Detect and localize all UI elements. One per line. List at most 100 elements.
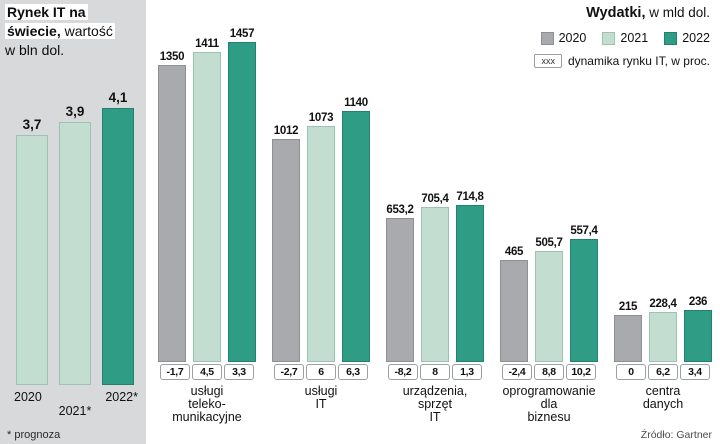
left-title-line2-bold: świecie, — [7, 23, 61, 39]
chart-legend: 2020 2021 2022 — [540, 31, 710, 45]
bar-value-label: 465 — [504, 245, 524, 258]
source-credit: Źródło: Gartner — [640, 429, 712, 441]
dynamics-value-box: 3,4 — [680, 364, 710, 380]
dynamics-value-box: -1,7 — [160, 364, 190, 380]
dynamics-value-box: -2,4 — [502, 364, 532, 380]
bar-value-label: 228,4 — [649, 297, 677, 310]
dynamics-row: -2,7 6 6,3 — [274, 364, 368, 380]
bar — [649, 311, 677, 362]
bar — [500, 259, 528, 362]
category-label: usługi IT — [304, 384, 338, 411]
legend-item: 2022 — [664, 31, 710, 45]
bar — [570, 239, 598, 362]
dynamics-value-box: -8,2 — [388, 364, 418, 380]
dynamics-value-box: 1,3 — [452, 364, 482, 380]
dynamics-value-box: 4,5 — [192, 364, 222, 380]
category-label: centra danych — [642, 384, 684, 411]
forecast-footnote: * prognoza — [7, 429, 61, 441]
bar-group: 215 228,4 236 0 6,2 3,4 centra danych — [612, 0, 714, 424]
bar — [421, 206, 449, 362]
year-label-2022: 2022* — [105, 390, 138, 404]
dynamics-value-box: 6 — [306, 364, 336, 380]
year-label-2020: 2020 — [14, 390, 42, 404]
legend-swatch — [602, 31, 616, 45]
bar-cluster: 1350 1411 1457 — [158, 0, 256, 362]
bar — [386, 218, 414, 362]
bar-value-label: 557,4 — [570, 225, 598, 238]
bar-wrap: 557,4 — [570, 225, 598, 362]
dynamics-row: -1,7 4,5 3,3 — [160, 364, 254, 380]
legend-label: 2021 — [620, 31, 649, 45]
bar — [158, 65, 186, 362]
bar — [16, 135, 48, 385]
bar-value-label: 505,7 — [535, 236, 563, 249]
legend-swatch — [540, 31, 554, 45]
category-label: usługi teleko- munikacyjne — [172, 384, 242, 424]
bar-wrap: 1012 — [272, 125, 300, 362]
mini-bar-group: 4,1 — [102, 90, 134, 385]
bar-wrap: 705,4 — [421, 193, 449, 362]
bar-wrap: 1457 — [228, 28, 256, 362]
dynamics-value-box: 8,8 — [534, 364, 564, 380]
legend-label: 2022 — [682, 31, 710, 45]
category-label: oprogramowanie dla biznesu — [502, 384, 596, 424]
bar-value-label: 1073 — [308, 111, 334, 124]
bar-wrap: 1411 — [193, 38, 221, 362]
dynamics-row: -2,4 8,8 10,2 — [502, 364, 596, 380]
chart-title-bold: Wydatki, — [586, 5, 646, 21]
bar — [193, 51, 221, 362]
bar-value-label: 705,4 — [421, 192, 449, 205]
bar — [614, 314, 642, 362]
bar-cluster: 215 228,4 236 — [614, 0, 712, 362]
mini-bar-group: 3,7 — [16, 117, 48, 385]
bar-value-label: 714,8 — [456, 190, 484, 203]
dynamics-legend: xxx dynamika rynku IT, w proc. — [534, 54, 710, 68]
bar-value-label: 653,2 — [386, 204, 414, 217]
bar — [307, 125, 335, 362]
bar-group: 1012 1073 1140 -2,7 6 6,3 usługi IT — [270, 0, 372, 424]
bar-group: 1350 1411 1457 -1,7 4,5 3,3 usługi teleko- mun… — [156, 0, 258, 424]
dynamics-value-box: -2,7 — [274, 364, 304, 380]
bar-wrap: 505,7 — [535, 237, 563, 362]
bar-group: 465 505,7 557,4 -2,4 8,8 10,2 oprogramowanie d… — [498, 0, 600, 424]
dynamics-value-box: 8 — [420, 364, 450, 380]
mini-chart-years: 2020 2022* — [14, 390, 138, 404]
mini-bar-group: 3,9 — [59, 104, 91, 385]
dynamics-value-box: 6,2 — [648, 364, 678, 380]
dynamics-row: -8,2 8 1,3 — [388, 364, 482, 380]
bar-wrap: 236 — [684, 296, 712, 362]
bar-cluster: 1012 1073 1140 — [272, 0, 370, 362]
bar — [272, 139, 300, 362]
bar-value-label: 236 — [688, 296, 708, 309]
left-title-line1: Rynek IT na — [5, 4, 88, 20]
bar-wrap: 714,8 — [456, 191, 484, 362]
legend-swatch — [664, 31, 678, 45]
dynamics-value-box: 10,2 — [566, 364, 596, 380]
left-panel: Rynek IT na świecie, wartość w bln dol. … — [0, 0, 146, 444]
bar — [456, 204, 484, 362]
left-title-line2-rest: wartość — [60, 23, 113, 39]
bar-value-label: 215 — [618, 300, 638, 313]
bar-wrap: 1350 — [158, 51, 186, 362]
left-panel-title: Rynek IT na świecie, wartość w bln dol. — [5, 3, 115, 60]
legend-label: 2020 — [558, 31, 587, 45]
bar — [684, 310, 712, 362]
bar-wrap: 228,4 — [649, 298, 677, 362]
dynamics-legend-label: dynamika rynku IT, w proc. — [567, 54, 710, 68]
chart-title-rest: w mld dol. — [645, 5, 710, 20]
bar — [342, 111, 370, 362]
bar-wrap: 215 — [614, 301, 642, 362]
bar-cluster: 465 505,7 557,4 — [500, 0, 598, 362]
bar-value-label: 1350 — [159, 51, 185, 63]
bar-value-label: 1411 — [195, 37, 219, 50]
dynamics-value-box: 3,3 — [224, 364, 254, 380]
bar-wrap: 465 — [500, 246, 528, 362]
bar-value-label: 4,1 — [108, 90, 128, 106]
year-label-2021: 2021* — [58, 404, 92, 418]
bar — [102, 108, 134, 385]
mini-bar-chart: 3,7 3,9 4,1 — [16, 0, 134, 385]
legend-item: 2020 — [540, 31, 587, 45]
bar-value-label: 3,9 — [65, 103, 85, 119]
chart-title: Wydatki, w mld dol. — [586, 5, 710, 21]
bar-wrap: 1140 — [342, 97, 370, 362]
